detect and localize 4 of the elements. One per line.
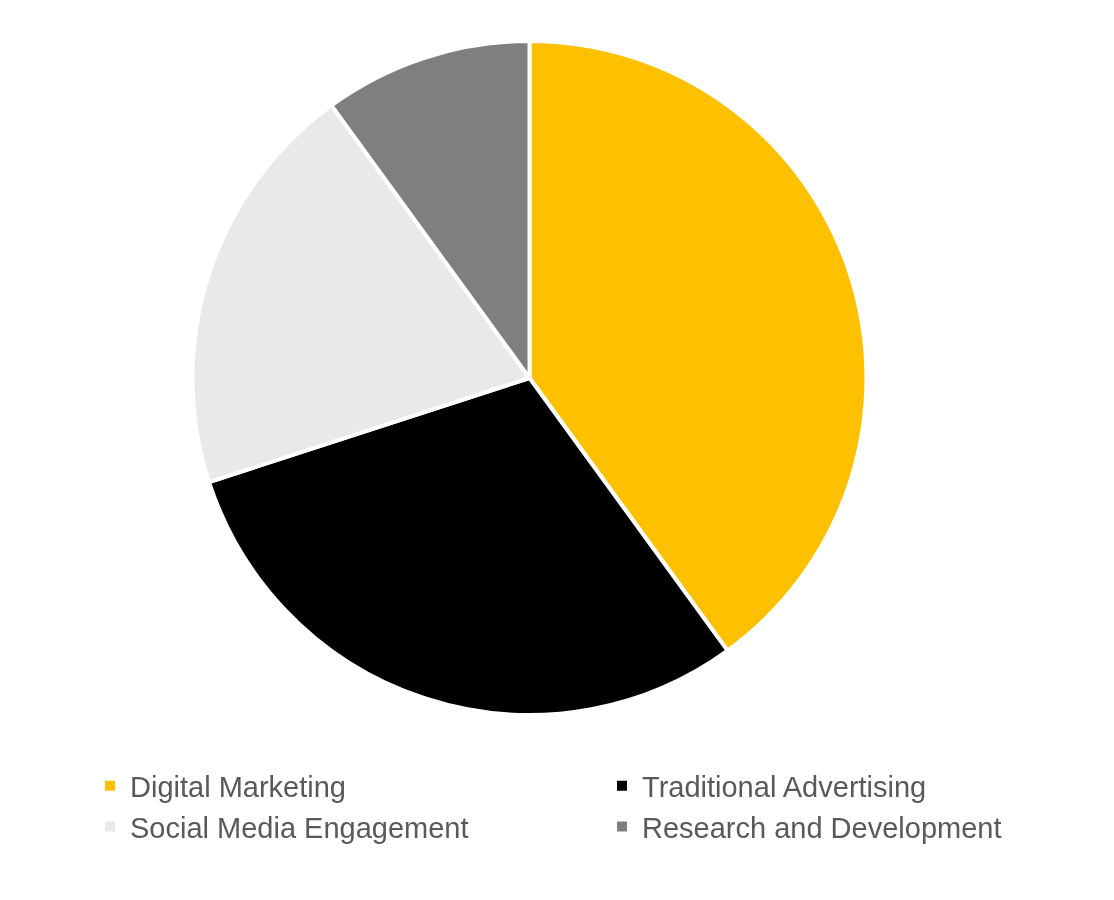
legend-label: Research and Development xyxy=(642,811,1002,844)
legend-label: Traditional Advertising xyxy=(642,771,927,804)
legend-label: Social Media Engagement xyxy=(130,811,469,844)
legend-label: Digital Marketing xyxy=(130,771,346,804)
